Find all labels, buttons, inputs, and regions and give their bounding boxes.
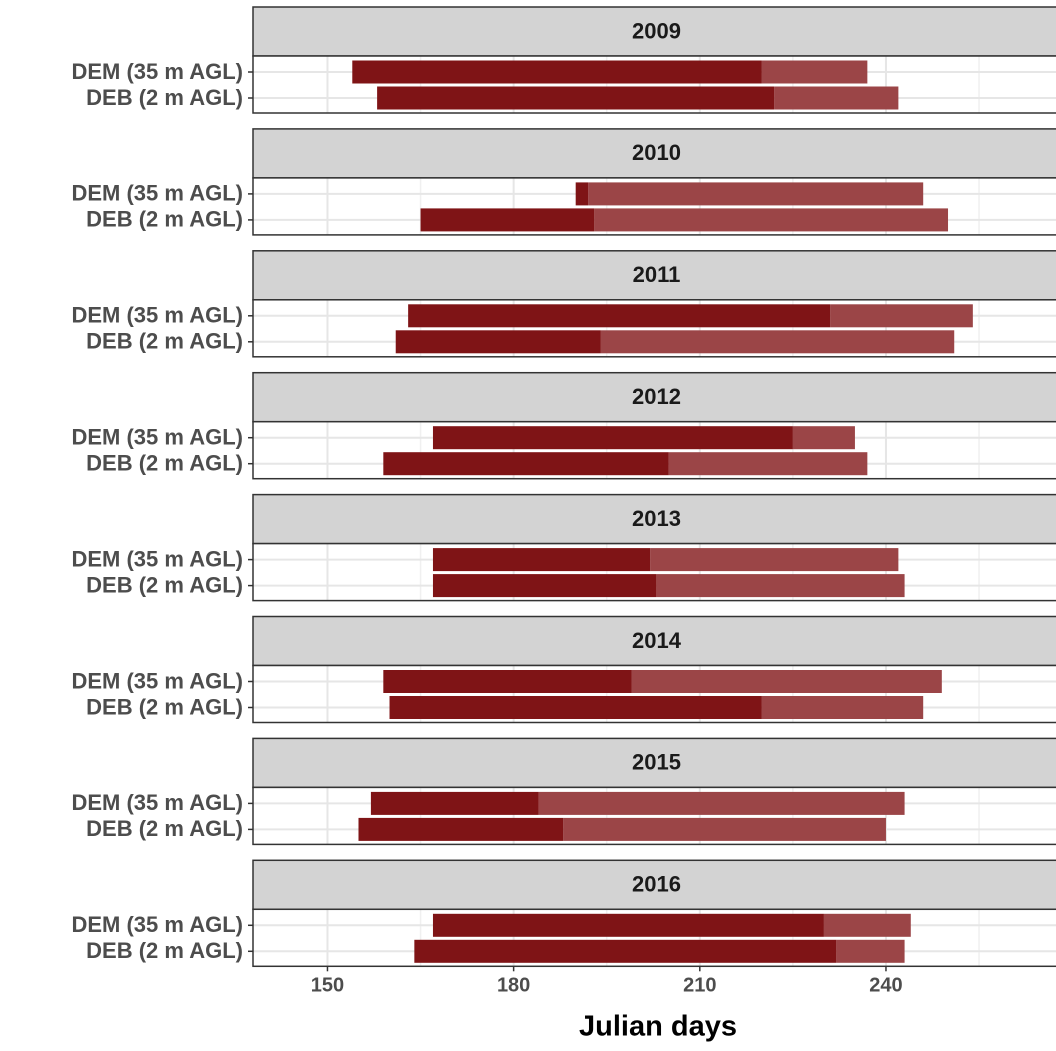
panel-border xyxy=(252,542,1056,602)
strip xyxy=(252,737,1056,789)
bar-light xyxy=(631,670,942,693)
y-tick-label: DEB (2 m AGL) xyxy=(86,451,243,476)
y-tick-label: DEM (35 m AGL) xyxy=(71,912,243,937)
y-tick-label: DEM (35 m AGL) xyxy=(71,59,243,84)
bar-light xyxy=(594,208,949,232)
bar-light xyxy=(600,330,955,354)
strip xyxy=(252,859,1056,911)
x-tick-label: 180 xyxy=(497,975,530,997)
bar-dark xyxy=(370,791,539,815)
x-tick-label: 150 xyxy=(311,975,344,997)
strip xyxy=(252,615,1056,667)
bar-dark xyxy=(432,913,824,937)
bar-dark xyxy=(432,426,793,450)
bar-dark xyxy=(352,60,762,84)
bar-light xyxy=(823,913,911,937)
bar-light xyxy=(668,452,868,476)
bar-dark xyxy=(383,670,632,693)
bar-light xyxy=(836,939,905,963)
bar-dark xyxy=(408,304,831,328)
strip-label: 2013 xyxy=(632,506,681,531)
bar-dark xyxy=(420,208,595,232)
x-tick-label: 210 xyxy=(683,975,716,997)
strip xyxy=(252,493,1056,545)
panel-border xyxy=(252,55,1056,114)
y-tick-label: DEB (2 m AGL) xyxy=(86,816,243,841)
strip-label: 2014 xyxy=(632,628,682,653)
bar-dark xyxy=(414,939,837,963)
x-tick-label: 240 xyxy=(869,975,902,997)
panel-border xyxy=(252,177,1056,236)
panel-border xyxy=(252,908,1056,968)
strip xyxy=(252,250,1056,301)
bar-dark xyxy=(432,574,657,598)
bar-light xyxy=(650,548,899,572)
y-tick-label: DEM (35 m AGL) xyxy=(71,303,243,328)
bar-dark xyxy=(383,452,669,476)
panel-border xyxy=(252,664,1056,724)
bar-light xyxy=(830,304,973,328)
y-tick-label: DEB (2 m AGL) xyxy=(86,938,243,963)
bar-light xyxy=(656,574,905,598)
panel-border xyxy=(252,299,1056,358)
bar-dark xyxy=(432,548,651,572)
y-tick-label: DEM (35 m AGL) xyxy=(71,790,243,815)
bar-light xyxy=(538,791,905,815)
strip xyxy=(252,6,1056,57)
y-tick-label: DEB (2 m AGL) xyxy=(86,329,243,354)
y-tick-label: DEM (35 m AGL) xyxy=(71,181,243,206)
bar-light xyxy=(563,817,886,841)
bar-light xyxy=(792,426,855,450)
bar-light xyxy=(761,696,924,719)
bar-light xyxy=(761,60,868,84)
x-axis-title: Julian days xyxy=(579,1011,737,1043)
bar-dark xyxy=(377,86,775,110)
y-tick-label: DEM (35 m AGL) xyxy=(71,668,243,693)
panel-border xyxy=(252,420,1056,480)
bar-light xyxy=(774,86,899,110)
y-tick-label: DEM (35 m AGL) xyxy=(71,546,243,571)
strip-label: 2009 xyxy=(632,18,681,43)
bar-dark xyxy=(389,696,762,719)
y-tick-label: DEM (35 m AGL) xyxy=(71,425,243,450)
strip xyxy=(252,371,1056,423)
bar-dark xyxy=(358,817,564,841)
strip xyxy=(252,128,1056,179)
strip-label: 2016 xyxy=(632,872,681,897)
bar-dark xyxy=(395,330,601,354)
strip-label: 2011 xyxy=(633,262,681,287)
strip-label: 2010 xyxy=(632,140,681,165)
bar-light xyxy=(588,182,924,206)
y-tick-label: DEB (2 m AGL) xyxy=(86,207,243,232)
strip-label: 2015 xyxy=(632,750,681,775)
y-tick-label: DEB (2 m AGL) xyxy=(86,85,243,110)
panel-border xyxy=(252,786,1056,846)
bar-dark xyxy=(575,182,589,206)
y-tick-label: DEB (2 m AGL) xyxy=(86,694,243,719)
y-tick-label: DEB (2 m AGL) xyxy=(86,572,243,597)
strip-label: 2012 xyxy=(632,384,681,409)
